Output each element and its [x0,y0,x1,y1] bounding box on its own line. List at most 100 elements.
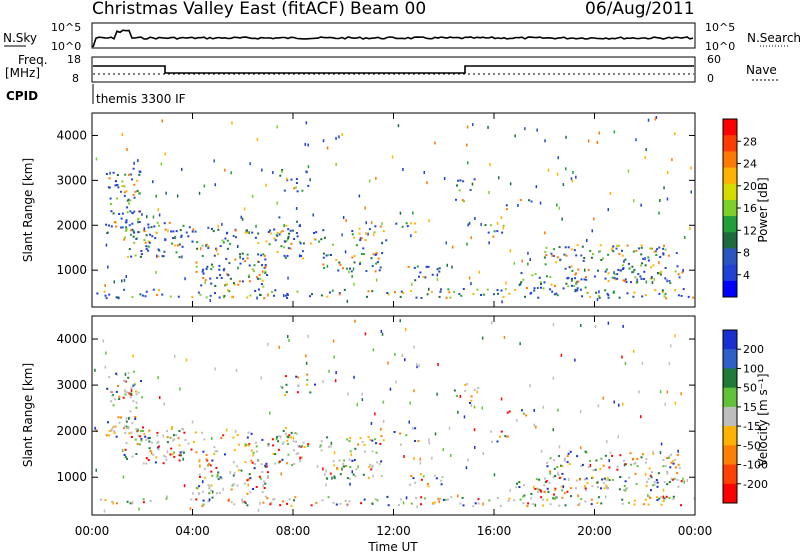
echo-cell [558,206,561,210]
echo-cell [229,471,232,474]
echo-cell [589,464,592,467]
echo-cell [649,277,652,280]
echo-cell [305,361,308,365]
echo-cell [380,460,383,463]
echo-cell [262,501,265,504]
echo-cell [335,162,337,166]
echo-cell [137,217,140,220]
echo-cell [364,206,366,210]
echo-cell [194,431,197,434]
echo-cell [210,282,213,285]
echo-cell [148,436,151,439]
echo-cell [419,457,421,461]
echo-cell [640,244,643,247]
echo-cell [121,226,124,229]
colorbar-tick-label: 4 [743,269,750,282]
echo-cell [328,369,330,373]
echo-cell [264,495,267,498]
echo-cell [288,434,291,437]
echo-cell [109,197,112,200]
echo-cell [624,463,627,466]
echo-cell [543,484,546,487]
echo-cell [533,485,535,489]
echo-cell [586,239,588,242]
echo-cell [212,230,215,233]
echo-cell [120,217,123,220]
echo-cell [183,431,186,434]
echo-cell [147,459,150,461]
colorbar-tick-label: 50 [743,382,757,395]
echo-cell [130,436,133,438]
freq-frame [91,56,696,83]
echo-cell [321,499,324,502]
echo-cell [245,443,248,446]
echo-cell [652,450,654,454]
echo-cell [676,265,679,268]
echo-cell [402,168,404,171]
echo-cell [250,459,253,462]
echo-cell [589,295,592,298]
echo-cell [297,452,300,455]
echo-cell [609,451,612,454]
echo-cell [135,453,138,455]
echo-cell [573,285,576,287]
echo-cell [286,502,288,505]
echo-cell [353,236,356,239]
echo-cell [595,459,598,462]
echo-cell [418,275,420,278]
colorbar-swatch [723,264,737,282]
echo-cell [431,273,434,276]
echo-cell [538,478,541,481]
echo-cell [640,456,643,459]
echo-cell [623,463,626,467]
echo-cell [158,224,160,227]
echo-cell [316,465,319,468]
echo-cell [617,244,620,247]
echo-cell [585,278,588,281]
echo-cell [180,454,182,457]
echo-cell [233,283,236,286]
echo-cell [296,190,299,193]
echo-cell [374,225,377,228]
echo-cell [445,241,447,245]
echo-cell [150,226,153,229]
echo-cell [619,476,621,479]
echo-cell [605,484,608,487]
echo-cell [647,118,650,122]
echo-cell [519,498,522,501]
echo-cell [371,290,374,293]
echo-cell [552,428,554,432]
echo-cell [365,221,367,225]
echo-cell [246,231,249,234]
echo-cell [611,246,614,249]
echo-cell [353,254,356,257]
power-data-cells [95,116,695,304]
echo-cell [664,465,667,467]
echo-cell [591,476,594,479]
echo-cell [213,446,216,449]
echo-cell [295,432,298,435]
echo-cell [264,264,267,267]
echo-cell [157,448,160,451]
echo-cell [359,261,362,264]
echo-cell [337,269,340,272]
echo-cell [659,451,662,455]
echo-cell [572,171,574,174]
echo-cell [214,285,217,287]
echo-cell [626,244,629,247]
echo-cell [216,492,218,495]
echo-cell [575,487,577,490]
echo-cell [633,199,635,203]
echo-cell [237,266,239,270]
echo-cell [137,220,140,223]
echo-cell [287,436,290,439]
echo-cell [301,257,304,260]
echo-cell [142,501,145,504]
echo-cell [96,292,99,295]
echo-cell [253,467,256,470]
echo-cell [370,421,373,425]
echo-cell [519,342,521,346]
echo-cell [300,255,303,257]
echo-cell [501,231,504,234]
echo-cell [133,183,136,186]
